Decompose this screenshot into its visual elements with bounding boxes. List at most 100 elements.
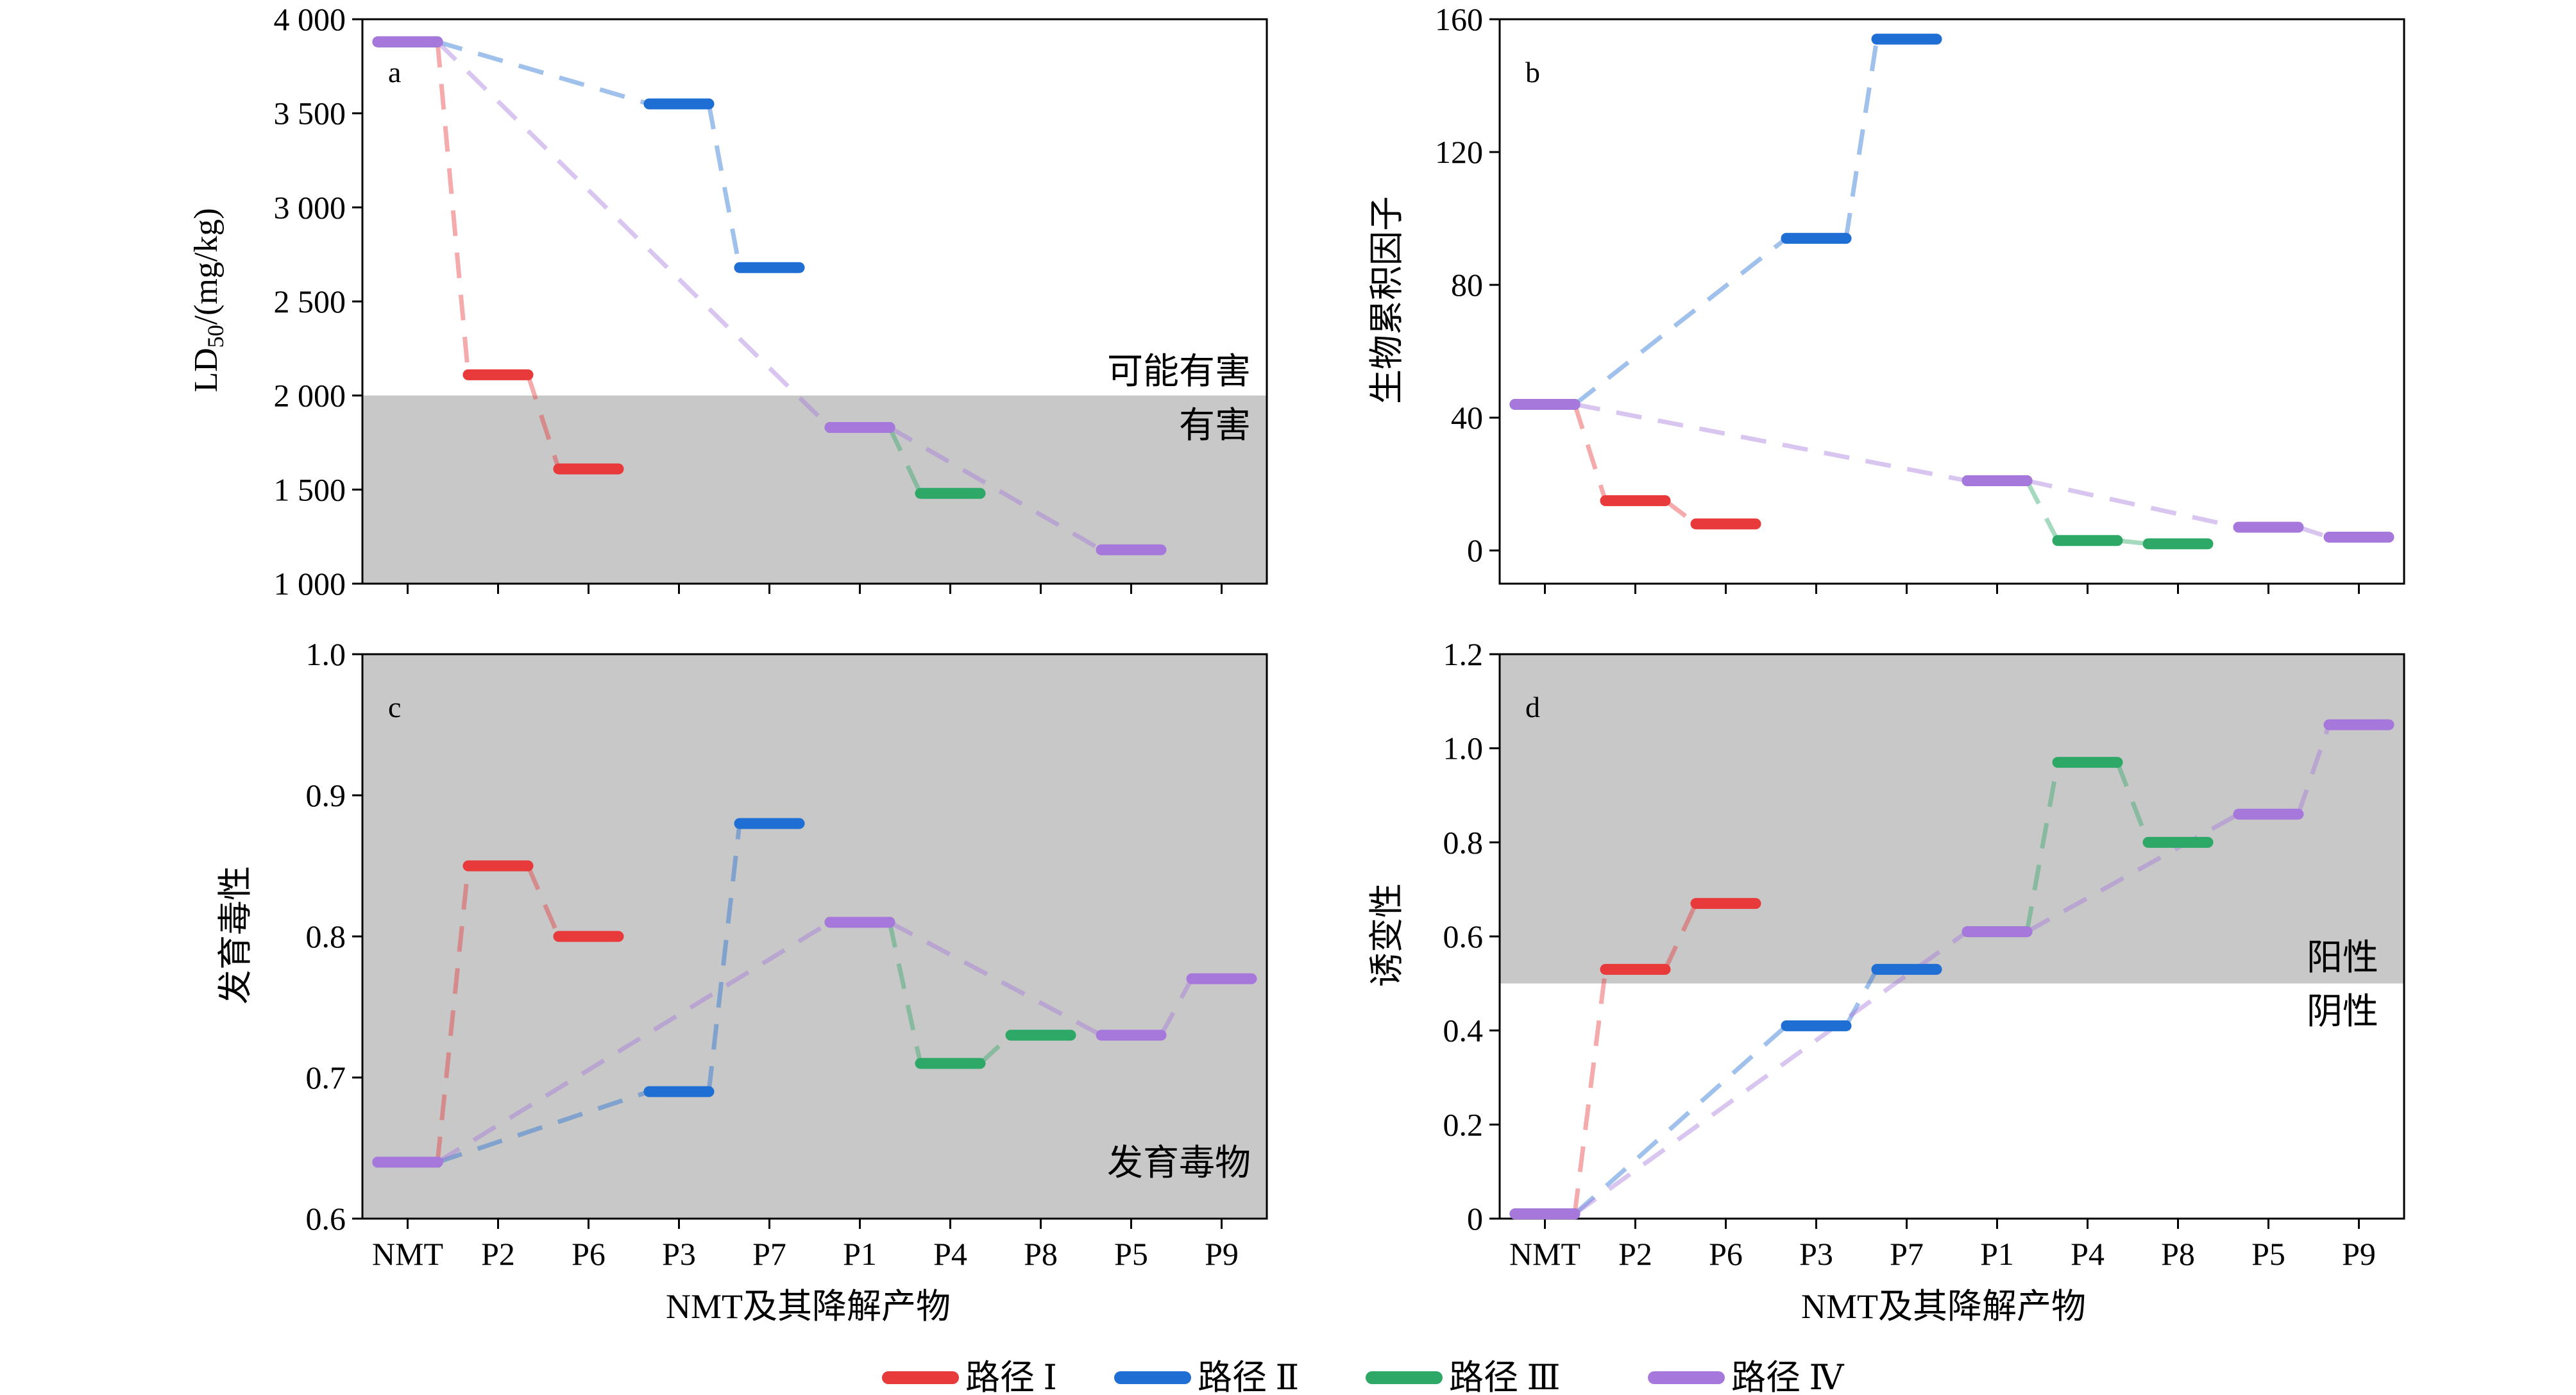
y-tick-label: 0.6 [306, 1201, 346, 1237]
panel-b-y-axis-label: 生物累积因子 [1368, 196, 1406, 404]
panel-a: a 可能有害 有害 LD50/(mg/kg) [188, 56, 1251, 446]
connector-lines [435, 823, 1194, 1165]
x-tick-label: P4 [933, 1236, 967, 1272]
x-tick-label: P1 [843, 1236, 877, 1272]
connector-line [2296, 723, 2332, 815]
y-tick-label: 160 [1435, 1, 1483, 37]
connector-lines [1572, 38, 2330, 546]
legend-label: 路径 Ⅰ [965, 1358, 1057, 1395]
connector-line [2115, 761, 2151, 843]
connector-line [978, 1033, 1013, 1065]
panel-d-y-axis-label: 诱变性 [1368, 883, 1406, 987]
x-tick-label: P3 [662, 1236, 696, 1272]
panel-c-label: c [388, 691, 401, 723]
level-marks [1509, 33, 2394, 550]
connector-line [2024, 479, 2060, 542]
y-tick-label: 0.2 [1443, 1106, 1484, 1142]
x-tick-label: P1 [1980, 1236, 2014, 1272]
y-tick-label: 1 500 [274, 471, 346, 507]
x-tick-label: P2 [481, 1236, 515, 1272]
x-tick-label: P8 [1024, 1236, 1058, 1272]
x-tick-label: P7 [1890, 1236, 1924, 1272]
panel-a-plot: 1 000 1 500 2 000 2 500 3 000 3 500 4 000 [274, 1, 1268, 602]
y-tick-label: 80 [1451, 267, 1483, 303]
connector-line [1663, 498, 1698, 526]
legend-label: 路径 Ⅲ [1449, 1358, 1561, 1395]
connector-line [1572, 403, 1608, 502]
panel-b-plot: 0 40 80 120 160 [1435, 1, 2405, 594]
x-tick-label: P6 [572, 1236, 606, 1272]
connector-line [436, 40, 832, 430]
panel-a-y-axis-label: LD50/(mg/kg) [188, 208, 228, 392]
y-tick-label: 4 000 [274, 1, 346, 37]
panel-c-annotation: 发育毒物 [1107, 1144, 1251, 1183]
connector-line [1573, 1024, 1788, 1216]
y-tick-label: 3 000 [274, 189, 346, 225]
connector-line [887, 427, 923, 495]
connector-lines [1572, 723, 2332, 1216]
x-tick-label: P2 [1618, 1236, 1652, 1272]
panel-b: b 生物累积因子 [1368, 56, 1540, 404]
y-tick-label: 0.6 [1443, 918, 1484, 954]
level-marks [372, 818, 1257, 1168]
y-tick-label: 120 [1435, 134, 1483, 170]
connector-lines [435, 39, 1103, 552]
y-tick-label: 0.7 [306, 1060, 346, 1095]
y-tick-label: 0 [1467, 1201, 1483, 1237]
x-tick-label: P3 [1799, 1236, 1833, 1272]
y-tick-label: 0.8 [1443, 824, 1484, 860]
panel-d-plot: 0 0.2 0.4 0.6 0.8 1.0 1.2 NMT P2 P6 P3 P7 P1 P4 P8 P5 P9 [1443, 636, 2405, 1272]
x-tick-label: P6 [1709, 1236, 1743, 1272]
level-marks [1509, 719, 2394, 1220]
shaded-region [362, 395, 1267, 584]
x-tick-label: P4 [2071, 1236, 2105, 1272]
y-tick-label: 1.0 [1443, 731, 1484, 766]
connector-line [706, 823, 742, 1092]
connector-line [2026, 478, 2239, 530]
panel-c-plot: 0.6 0.7 0.8 0.9 1.0 NMT P2 P6 P3 P7 P1 P4 P8 P5 P9 [306, 636, 1268, 1272]
shaded-region [362, 654, 1267, 1219]
connector-line [706, 103, 742, 268]
y-tick-label: 40 [1451, 400, 1483, 435]
connector-line [1843, 968, 1879, 1027]
panel-d-annotation-above: 阳性 [2307, 938, 2378, 978]
x-tick-label: P9 [1205, 1236, 1239, 1272]
connector-line [1158, 977, 1194, 1036]
y-tick-label: 1.0 [306, 636, 346, 672]
y-tick-label: 1 000 [274, 566, 346, 602]
connector-line [2024, 762, 2060, 933]
y-tick-label: 2 500 [274, 283, 346, 319]
connector-line [436, 1089, 650, 1165]
panel-d-x-axis-label: NMT及其降解产物 [1801, 1287, 2086, 1326]
x-tick-label: P8 [2161, 1236, 2195, 1272]
y-tick-label: 2 000 [274, 378, 346, 414]
level-marks [372, 36, 1167, 555]
panel-b-label: b [1525, 56, 1540, 89]
x-tick-label: NMT [1509, 1236, 1580, 1272]
connector-line [1572, 968, 1608, 1215]
connector-line [525, 865, 561, 938]
connector-line [1663, 902, 1699, 970]
panel-a-label: a [388, 56, 401, 89]
connector-line [525, 374, 561, 470]
legend-label: 路径 Ⅱ [1198, 1358, 1299, 1395]
connector-line [437, 39, 650, 106]
y-tick-label: 0.9 [306, 777, 346, 813]
connector-line [1573, 929, 1969, 1216]
panel-d: d 阳性 阴性 诱变性 NMT及其降解产物 [1368, 691, 2378, 1326]
plot-frame [1498, 18, 2405, 585]
legend: 路径 Ⅰ 路径 Ⅱ 路径 Ⅲ 路径 Ⅳ [882, 1358, 1844, 1395]
connector-line [1574, 402, 1968, 483]
panel-a-annotation-above: 可能有害 [1107, 352, 1251, 392]
panel-d-annotation-below: 阴性 [2307, 992, 2378, 1032]
connector-line [436, 920, 831, 1164]
y-tick-label: 0 [1467, 532, 1483, 568]
x-tick-label: P7 [752, 1236, 786, 1272]
x-tick-label: P5 [1114, 1236, 1148, 1272]
y-tick-label: 0.8 [306, 918, 346, 954]
y-tick-label: 0.4 [1443, 1013, 1484, 1049]
connector-line [1573, 236, 1788, 407]
connector-line [435, 41, 471, 375]
connector-line [1843, 38, 1879, 239]
